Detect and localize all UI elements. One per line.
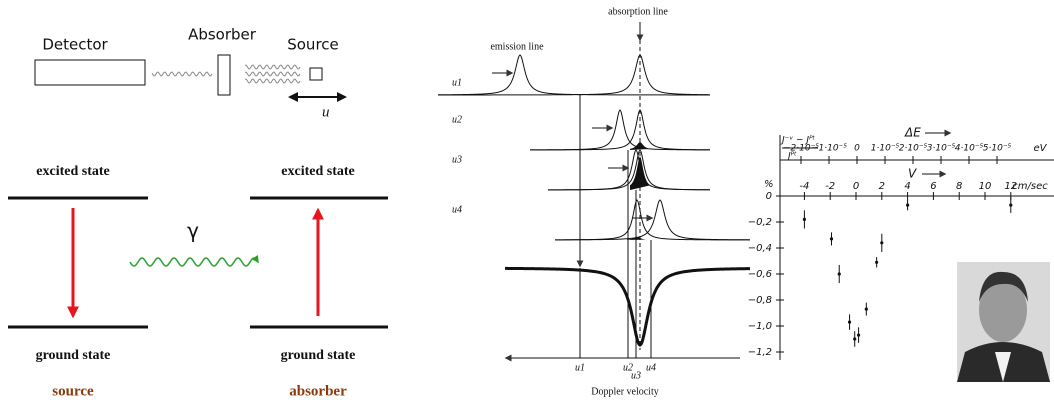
absorber-label: Absorber (188, 26, 257, 44)
data-point (875, 261, 878, 264)
axis-label: u4 (646, 362, 656, 373)
x-tick-label: 0 (853, 181, 859, 192)
detector (35, 60, 145, 85)
axis-label: u1 (575, 362, 585, 373)
velocity-label: u (322, 104, 330, 120)
row-label: u2 (452, 114, 462, 125)
overlap (630, 142, 650, 150)
y-numerator: J⁻ᵛ − Jᴾᵗ (780, 136, 815, 146)
data-point (853, 337, 856, 340)
y-tick-label: 0 (766, 191, 772, 202)
wave (152, 65, 300, 83)
gamma: γ (187, 219, 199, 243)
x-tick-label: 4 (904, 181, 910, 192)
x-tick-label: 8 (956, 181, 962, 192)
top-tick-label: 3·10⁻⁵ (927, 144, 956, 154)
data-point (865, 308, 868, 311)
y-tick-label: −0,2 (748, 217, 772, 228)
top-tick-label: 5·10⁻⁵ (983, 144, 1012, 154)
y-tick-label: −0,8 (748, 295, 772, 306)
line-profile (555, 200, 750, 240)
x-tick-label: -4 (799, 181, 809, 192)
line-profile (548, 150, 710, 190)
x-tick-label: 2 (879, 181, 885, 192)
row-label: u4 (452, 204, 462, 215)
absorption-label: absorption line (608, 6, 668, 17)
data-point (880, 241, 883, 244)
y-tick-label: −0,6 (748, 269, 772, 280)
line-profile (530, 110, 710, 150)
top-tick-label: 0 (854, 144, 860, 154)
line-profile (438, 55, 710, 95)
source (310, 68, 322, 80)
data-point (838, 272, 841, 275)
source-label: Source (287, 36, 339, 54)
axis-title: Doppler velocity (591, 386, 658, 397)
spectra: absorption line emission line Doppler ve… (438, 6, 750, 397)
axis-label: u3 (631, 370, 641, 381)
data-point (906, 204, 909, 207)
y-denominator: Jᴾᵗ (786, 152, 797, 162)
top-tick-label: 4·10⁻⁵ (955, 144, 984, 154)
line-profile (530, 110, 710, 150)
top-title: ΔE (904, 126, 921, 140)
level-label: excited state (36, 164, 109, 179)
x-tick-label: -2 (825, 181, 835, 192)
levels: excited state excited state γ ground sta… (8, 164, 388, 399)
data-point (1009, 204, 1012, 207)
top-unit: eV (1034, 143, 1048, 154)
line-profile (548, 150, 710, 190)
line-profile (555, 200, 750, 240)
gamma-wave (130, 258, 258, 266)
line-profile (438, 55, 710, 95)
level-label: excited state (281, 164, 354, 179)
detector-label: Detector (42, 36, 108, 54)
x-tick-label: 6 (930, 181, 936, 192)
setup: Detector Absorber Source u (35, 26, 345, 121)
row-label: u1 (452, 77, 462, 88)
level-label: ground state (36, 348, 111, 363)
top-tick-label: 1·10⁻⁵ (871, 144, 900, 154)
data-point (830, 237, 833, 240)
data-point (848, 321, 851, 324)
emission-label: emission line (490, 41, 544, 52)
row-label: u3 (452, 154, 462, 165)
x-unit: cm/sec (1012, 181, 1048, 192)
caption: absorber (289, 383, 347, 399)
data-point (803, 218, 806, 221)
data-point (857, 334, 860, 337)
x-tick-label: 10 (979, 181, 992, 192)
level-label: ground state (281, 348, 356, 363)
figure: Detector Absorber Source u excited state… (0, 0, 1054, 400)
y-unit: % (764, 179, 774, 190)
y-tick-label: −1,0 (748, 321, 772, 332)
absorber (218, 55, 230, 95)
top-tick-label: 2·10⁻⁵ (899, 144, 928, 154)
x-title: V (908, 167, 917, 181)
y-tick-label: −1,2 (748, 347, 772, 358)
portrait (957, 262, 1050, 382)
caption: source (52, 383, 94, 399)
y-tick-label: −0,4 (748, 243, 772, 254)
